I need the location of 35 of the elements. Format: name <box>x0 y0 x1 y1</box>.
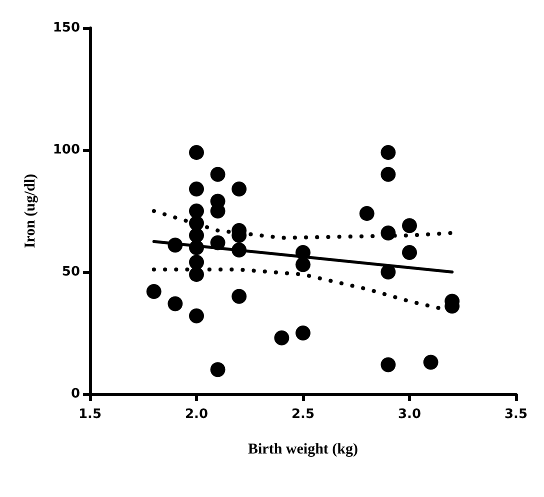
point <box>359 206 374 221</box>
x-tick-label: 3.0 <box>398 407 422 422</box>
y-tick-label: 50 <box>62 264 80 280</box>
point <box>402 218 417 234</box>
point <box>189 144 204 160</box>
point <box>189 228 204 243</box>
point <box>380 144 396 160</box>
point <box>402 244 417 260</box>
point <box>146 284 162 300</box>
x-axis-title: Birth weight (kg) <box>248 442 358 458</box>
point <box>210 166 226 182</box>
point <box>232 288 247 304</box>
x-tick-label: 3.5 <box>504 407 528 422</box>
y-axis-title: Iron (ug/dl) <box>22 174 38 248</box>
point <box>380 357 396 372</box>
x-tick-label: 1.5 <box>78 407 102 422</box>
y-tick-label: 0 <box>70 386 80 402</box>
point <box>189 204 204 218</box>
y-tick-label: 150 <box>52 20 80 36</box>
point <box>380 166 396 182</box>
point <box>189 182 204 197</box>
point <box>296 326 310 340</box>
point <box>189 266 204 282</box>
line-series <box>152 209 454 240</box>
point <box>210 362 226 378</box>
y-tick-label: 100 <box>52 142 80 158</box>
x-tick-label: 2.5 <box>291 407 315 422</box>
point <box>189 254 204 270</box>
point <box>423 354 438 370</box>
point <box>168 296 183 312</box>
point <box>296 257 310 272</box>
x-tick-label: 2.0 <box>184 407 208 422</box>
point <box>274 330 290 346</box>
point <box>232 182 247 197</box>
point <box>189 308 204 324</box>
